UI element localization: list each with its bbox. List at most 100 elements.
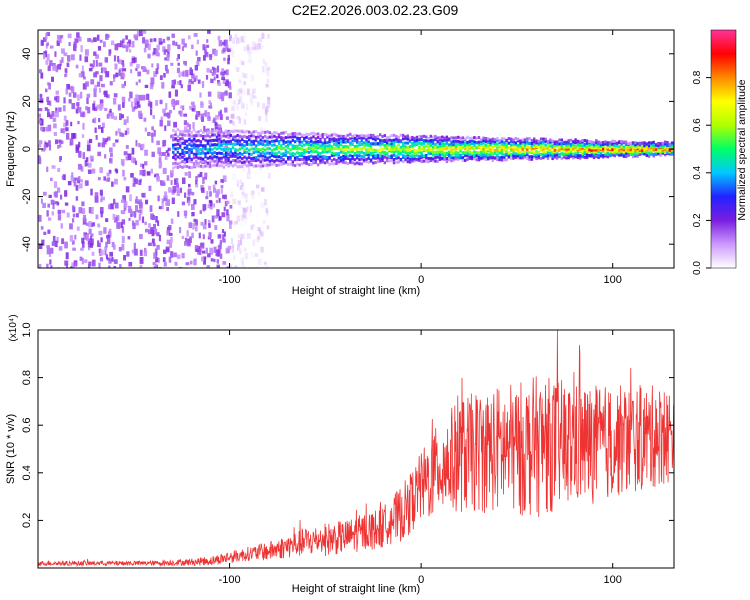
heatmap-cell [457,142,460,146]
heatmap-cell [143,250,148,257]
heatmap-cell [172,134,175,137]
heatmap-cell [608,143,612,147]
heatmap-cell [493,156,497,160]
heatmap-cell [190,151,193,154]
heatmap-cell [645,150,648,154]
heatmap-cell [139,234,143,240]
heatmap-cell [411,136,414,139]
heatmap-cell [134,101,138,106]
heatmap-cell [243,119,247,125]
heatmap-cell [420,154,423,158]
heatmap-cell [452,140,455,143]
heatmap-cell [199,147,203,151]
heatmap-cell [191,44,194,49]
heatmap-cell [107,177,111,182]
heatmap-cell [51,111,55,117]
heatmap-cell [82,241,85,248]
heatmap-cell [406,141,409,145]
heatmap-cell [604,150,607,154]
heatmap-cell [86,162,89,166]
heatmap-cell [404,135,407,139]
heatmap-cell [232,37,235,44]
heatmap-cell [595,139,598,143]
heatmap-cell [477,136,481,139]
heatmap-cell [73,181,77,187]
heatmap-cell [102,137,105,145]
heatmap-cell [247,47,251,54]
heatmap-cell [138,79,141,83]
heatmap-cell [244,208,247,214]
heatmap-cell [385,159,389,163]
heatmap-cell [284,148,288,152]
heatmap-cell [503,158,506,162]
heatmap-cell [243,130,246,134]
heatmap-cell [218,215,221,221]
heatmap-cell [257,164,260,168]
heatmap-cell [234,143,237,146]
heatmap-cell [182,177,186,184]
heatmap-cell [257,131,260,135]
heatmap-cell [664,149,667,153]
heatmap-cell [321,160,324,164]
heatmap-cell [262,207,265,211]
heatmap-cell [122,63,125,68]
heatmap-cell [254,147,258,151]
heatmap-cell [143,117,147,122]
heatmap-cell [245,147,249,151]
heatmap-cell [484,140,488,143]
heatmap-cell [113,259,118,264]
heatmap-cell [166,207,169,211]
heatmap-cell [78,176,81,182]
heatmap-cell [251,46,256,50]
heatmap-cell [296,151,299,155]
heatmap-cell [503,145,506,148]
heatmap-cell [622,154,626,158]
heatmap-cell [436,141,439,145]
heatmap-cell [67,33,72,39]
heatmap-cell [379,138,382,142]
heatmap-cell [287,143,290,147]
heatmap-cell [399,157,403,161]
heatmap-cell [264,118,268,126]
heatmap-cell [618,140,621,144]
heatmap-cell [533,145,536,148]
heatmap-cell [192,137,196,141]
heatmap-cell [225,142,228,150]
heatmap-cell [223,57,226,61]
heatmap-cell [179,137,182,141]
heatmap-cell [381,154,384,158]
heatmap-cell [179,161,182,165]
heatmap-cell [181,151,184,155]
heatmap-cell [261,151,265,154]
heatmap-cell [175,183,179,188]
heatmap-cell [266,142,269,146]
heatmap-cell [100,207,104,214]
heatmap-cell [482,150,485,154]
heatmap-cell [604,140,607,144]
heatmap-cell [176,254,181,260]
heatmap-cell [114,202,119,209]
heatmap-cell [303,134,306,137]
heatmap-cell [625,142,628,146]
heatmap-cell [241,165,244,169]
heatmap-cell [321,157,324,161]
heatmap-cell [337,156,340,160]
heatmap-cell [282,158,285,162]
heatmap-cell [622,140,626,144]
heatmap-cell [505,147,508,151]
heatmap-cell [163,249,167,254]
heatmap-cell [254,150,258,154]
heatmap-cell [280,131,283,135]
heatmap-cell [236,89,240,96]
heatmap-cell [234,221,238,225]
heatmap-cell [250,159,253,163]
heatmap-cell [71,172,74,178]
heatmap-cell [50,199,55,205]
heatmap-cell [565,140,568,144]
heatmap-cell [484,152,488,156]
heatmap-cell [252,91,255,98]
heatmap-cell [229,264,233,268]
heatmap-cell [189,260,193,265]
heatmap-cell [514,146,517,150]
heatmap-cell [185,160,189,164]
